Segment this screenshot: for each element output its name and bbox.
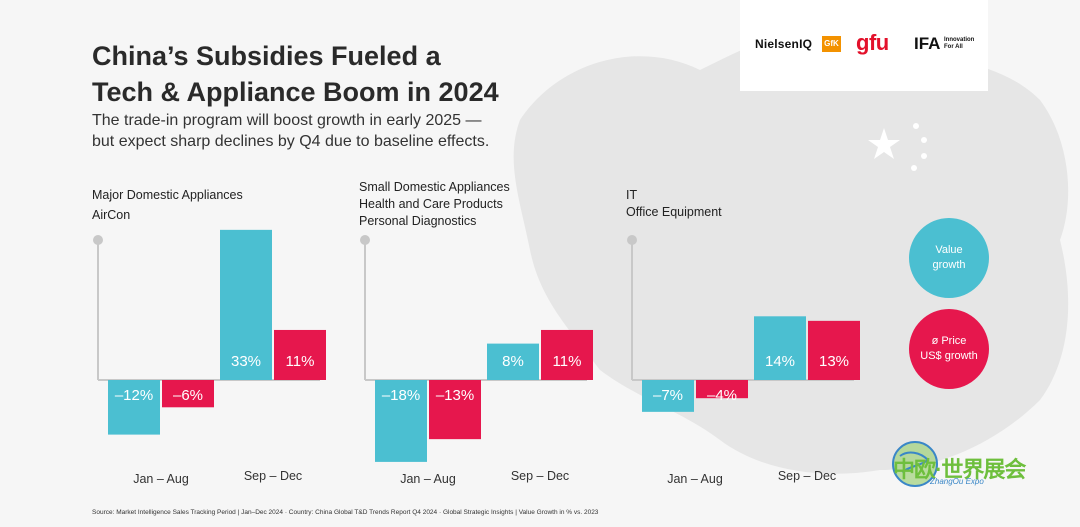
legend-line: US$ growth <box>920 350 978 362</box>
title-line-2: Tech & Appliance Boom in 2024 <box>92 77 499 107</box>
page-subtitle: The trade-in program will boost growth i… <box>92 110 489 152</box>
expo-globe-icon <box>892 441 938 487</box>
x-tick-label: Sep – Dec <box>778 469 836 483</box>
y-axis-dot <box>627 235 637 245</box>
data-label: 8% <box>502 353 524 370</box>
expo-subtitle: ZhangOu Expo <box>930 477 984 486</box>
bar-price <box>274 329 326 380</box>
x-tick-label: Jan – Aug <box>133 472 189 486</box>
y-axis-dot <box>93 235 103 245</box>
category-line: Health and Care Products <box>359 197 503 211</box>
legend-price-growth: ø Price US$ growth <box>909 309 989 389</box>
subtitle-line-1: The trade-in program will boost growth i… <box>92 112 482 129</box>
page-title: China’s Subsidies Fueled a Tech & Applia… <box>92 38 499 110</box>
data-label: –18% <box>382 387 420 404</box>
legend-line: Value <box>935 244 963 256</box>
bar-price <box>162 380 214 408</box>
gfk-logo: GfK <box>822 36 841 52</box>
data-label: –7% <box>653 387 683 404</box>
data-label: 14% <box>765 353 795 370</box>
x-tick-label: Sep – Dec <box>244 469 302 483</box>
category-line: Office Equipment <box>626 205 722 219</box>
legend-line: ø Price <box>931 335 967 347</box>
subtitle-line-2: but expect sharp declines by Q4 due to b… <box>92 133 490 150</box>
data-label: 11% <box>553 353 582 370</box>
bar-value <box>220 229 272 380</box>
bar-price <box>429 380 481 440</box>
data-label: 13% <box>819 353 849 370</box>
bar-value <box>108 380 160 435</box>
nielseniq-logo: NielsenIQ <box>755 37 813 51</box>
category-line: Major Domestic Appliances <box>92 188 243 202</box>
category-label-it: IT Office Equipment <box>626 187 722 221</box>
x-tick-label: Jan – Aug <box>667 472 723 486</box>
bar-price <box>541 329 593 380</box>
data-label: –6% <box>173 387 203 404</box>
gfu-logo: gfu <box>856 30 889 55</box>
category-label-small-appliances: Small Domestic Appliances Health and Car… <box>359 179 510 230</box>
bar-price <box>808 320 860 380</box>
data-label: 33% <box>231 353 261 370</box>
y-axis-dot <box>360 235 370 245</box>
bar-value <box>754 316 806 380</box>
data-label: 11% <box>286 353 315 370</box>
source-note: Source: Market Intelligence Sales Tracki… <box>92 509 599 516</box>
category-line: Small Domestic Appliances <box>359 180 510 194</box>
ifa-tagline: Innovation For All <box>944 37 975 50</box>
category-line: Personal Diagnostics <box>359 214 477 228</box>
legend-line: growth <box>932 259 966 271</box>
data-label: –4% <box>707 387 737 404</box>
ifa-logo: IFA <box>914 34 941 53</box>
bar-value <box>642 380 694 412</box>
bar-price <box>696 380 748 399</box>
x-tick-label: Sep – Dec <box>511 469 569 483</box>
category-line: IT <box>626 188 638 202</box>
data-label: –13% <box>436 387 474 404</box>
legend-value-growth: Value growth <box>909 218 989 298</box>
expo-name: 中欧·世界展会 <box>893 457 1026 482</box>
category-label-major-appliances: Major Domestic Appliances AirCon <box>92 187 243 224</box>
data-label: –12% <box>115 387 153 404</box>
bar-value <box>487 343 539 380</box>
title-line-1: China’s Subsidies Fueled a <box>92 41 441 71</box>
category-line: AirCon <box>92 208 131 222</box>
x-tick-label: Jan – Aug <box>400 472 456 486</box>
partner-logos: NielsenIQ GfK gfu IFA Innovation For All <box>740 0 988 91</box>
bar-value <box>375 380 427 462</box>
